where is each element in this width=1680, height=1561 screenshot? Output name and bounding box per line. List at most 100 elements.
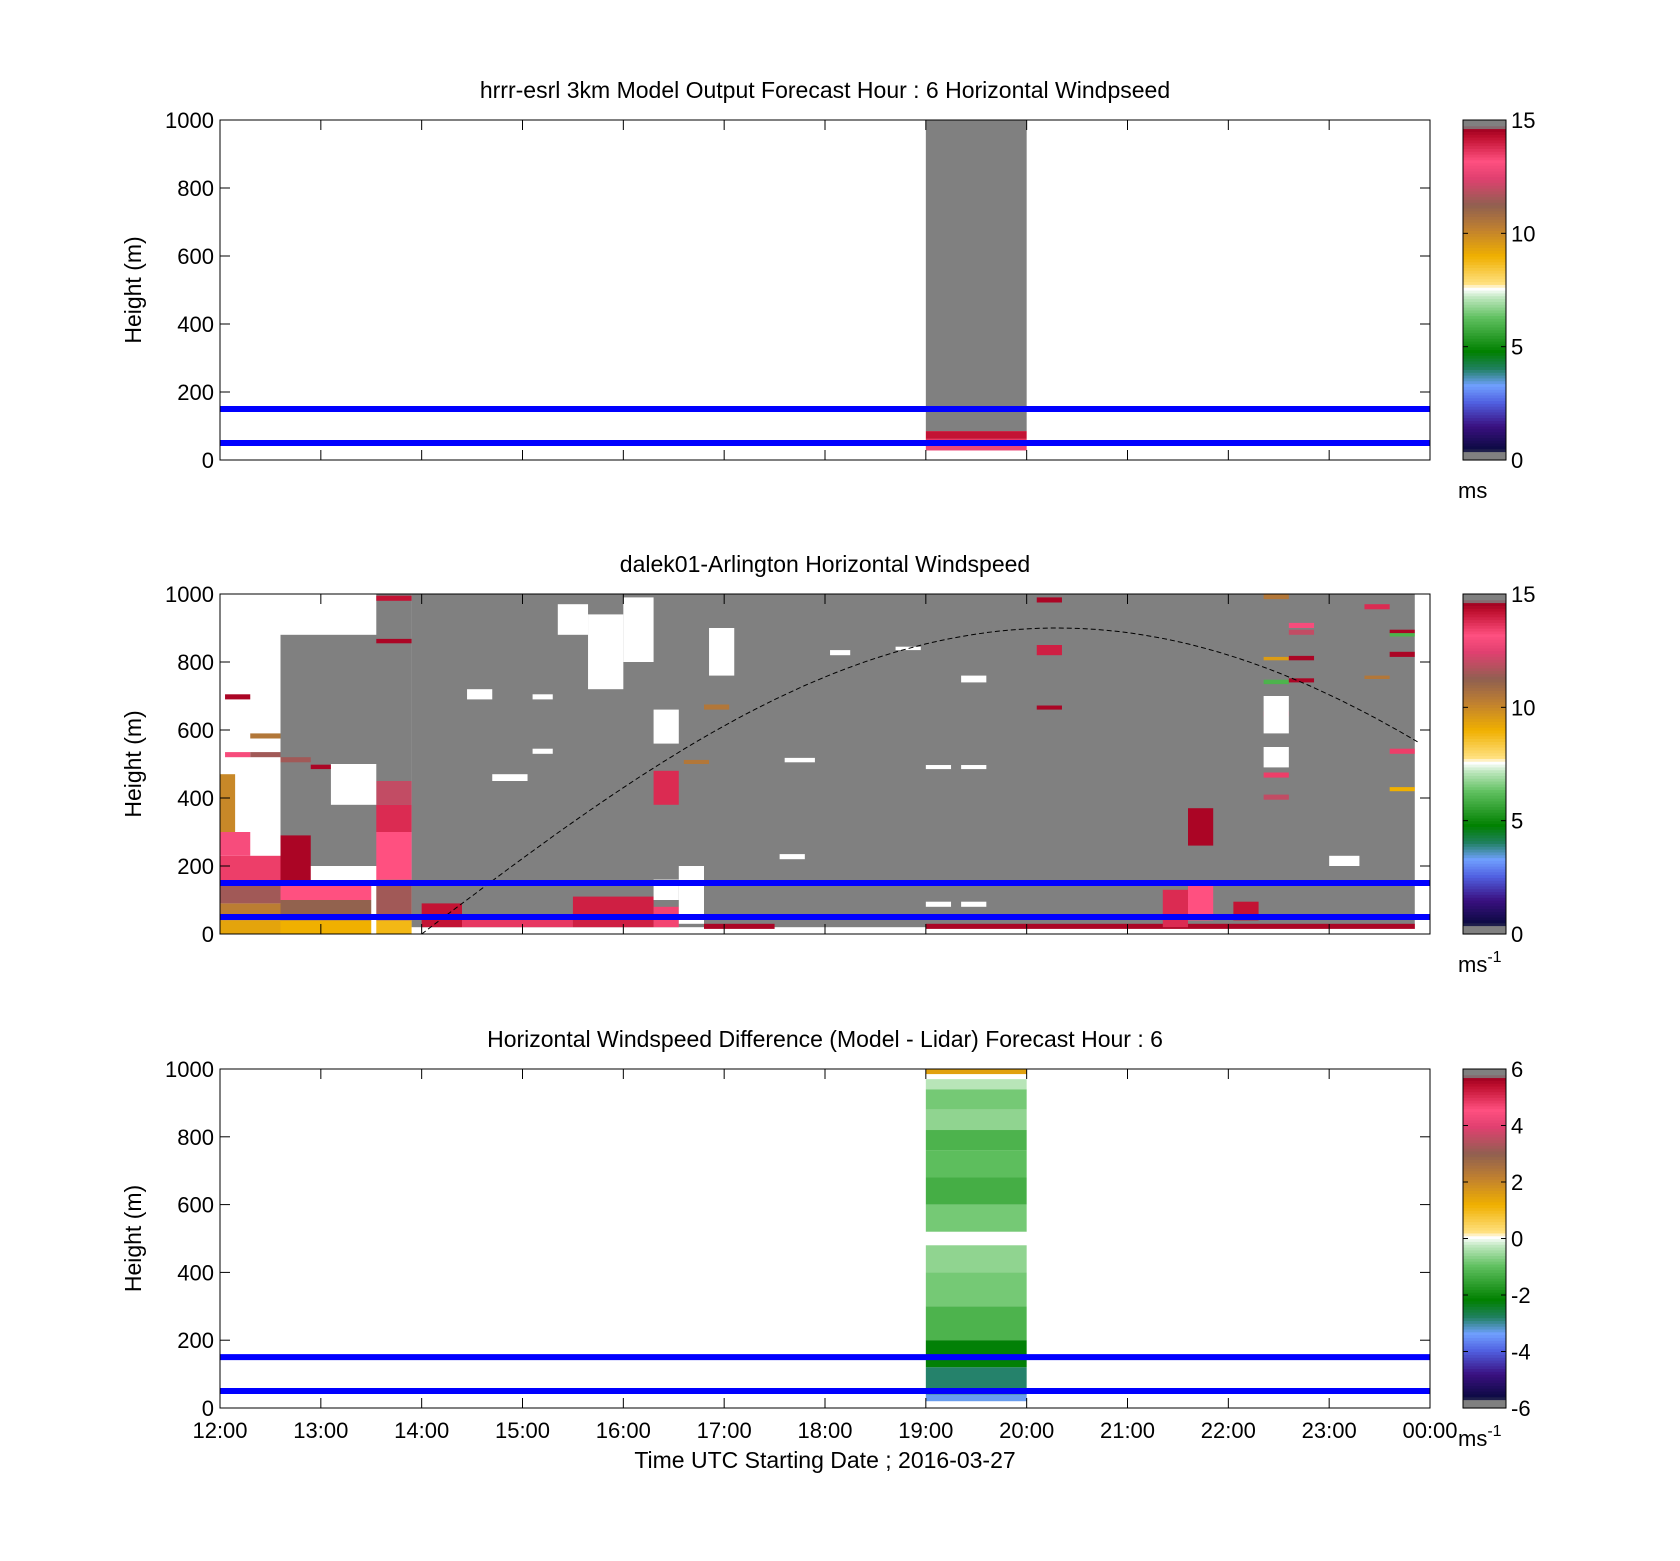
colorbar: 0 5 10 15 ms xyxy=(1458,108,1535,503)
colorbar-segment xyxy=(1463,622,1506,626)
colorbar-segment xyxy=(1463,329,1506,334)
colorbar-segment xyxy=(1463,1230,1506,1234)
colorbar-tick-label: 15 xyxy=(1511,108,1535,133)
colorbar-segment xyxy=(1463,1317,1506,1322)
missing-data-gap xyxy=(961,901,987,907)
colorbar-segment xyxy=(1463,897,1506,901)
colorbar-tick-label: 5 xyxy=(1511,809,1523,834)
y-tick-label: 200 xyxy=(177,380,214,405)
colorbar-segment xyxy=(1463,213,1506,217)
colorbar-segment xyxy=(1463,642,1506,646)
colorbar-segment xyxy=(1463,1326,1506,1330)
colorbar-segment xyxy=(1463,900,1506,904)
missing-data-gap xyxy=(330,764,377,805)
colorbar-segment xyxy=(1463,764,1506,768)
colorbar-segment xyxy=(1463,786,1506,791)
colorbar-segment xyxy=(1463,1182,1506,1186)
colorbar-segment xyxy=(1463,383,1506,387)
colorbar-segment xyxy=(1463,772,1506,776)
heatmap-cell xyxy=(925,1340,1027,1368)
colorbar-segment xyxy=(1463,1371,1506,1375)
heatmap-cell xyxy=(925,1245,1027,1273)
colorbar-segment xyxy=(1463,185,1506,189)
colorbar-unit: ms xyxy=(1458,478,1487,503)
colorbar-segment xyxy=(1463,928,1506,932)
colorbar-segment xyxy=(1463,1379,1506,1384)
colorbar-segment xyxy=(1463,392,1506,396)
colorbar-segment xyxy=(1463,704,1506,708)
colorbar-tick-label: 0 xyxy=(1511,922,1523,947)
colorbar-segment xyxy=(1463,309,1506,314)
colorbar-segment xyxy=(1463,284,1506,288)
colorbar-segment xyxy=(1463,411,1506,416)
colorbar-segment xyxy=(1463,860,1506,864)
missing-data-gap xyxy=(492,774,528,781)
colorbar-segment xyxy=(1463,849,1506,853)
heatmap-cell xyxy=(1263,594,1289,600)
colorbar-segment xyxy=(1463,1210,1506,1214)
y-tick-label: 0 xyxy=(202,448,214,473)
colorbar-segment xyxy=(1463,608,1506,612)
colorbar-segment xyxy=(1463,738,1506,742)
colorbar-segment xyxy=(1463,778,1506,782)
colorbar-tick-label: -6 xyxy=(1511,1396,1531,1421)
colorbar-segment xyxy=(1463,908,1506,912)
colorbar-segment xyxy=(1463,868,1506,873)
y-axis-label: Height (m) xyxy=(120,1185,146,1292)
colorbar-segment xyxy=(1463,696,1506,700)
heatmap-cell xyxy=(925,1089,1027,1110)
heatmap-cell xyxy=(925,1130,1027,1151)
colorbar-tick-label: 6 xyxy=(1511,1057,1523,1082)
colorbar-segment xyxy=(1463,165,1506,169)
colorbar-segment xyxy=(1463,613,1506,618)
colorbar-unit-exponent: -1 xyxy=(1487,949,1501,966)
missing-data-gap xyxy=(925,765,952,770)
colorbar-segment xyxy=(1463,1148,1506,1152)
colorbar-tick-label: 4 xyxy=(1511,1114,1523,1139)
colorbar-segment xyxy=(1463,874,1506,878)
colorbar-segment xyxy=(1463,1125,1506,1129)
heatmap-cell xyxy=(925,1204,1027,1232)
heatmap-cell xyxy=(925,431,1027,439)
colorbar-segment xyxy=(1463,605,1506,609)
heatmap-cell xyxy=(572,896,654,928)
colorbar-segment xyxy=(1463,727,1506,731)
colorbar-segment xyxy=(1463,1150,1506,1155)
colorbar-segment xyxy=(1463,747,1506,751)
heatmap-cell xyxy=(1389,651,1415,657)
colorbar-segment xyxy=(1463,662,1506,666)
colorbar-segment xyxy=(1463,647,1506,652)
colorbar-segment xyxy=(1463,1343,1506,1347)
colorbar-segment xyxy=(1463,332,1506,336)
heatmap-cell xyxy=(704,704,730,710)
colorbar-segment xyxy=(1463,710,1506,714)
panel-title: dalek01-Arlington Horizontal Windspeed xyxy=(620,551,1030,577)
colorbar-segment xyxy=(1463,701,1506,706)
colorbar-segment xyxy=(1463,687,1506,691)
heatmap-cell xyxy=(925,120,1027,432)
colorbar-segment xyxy=(1463,335,1506,339)
colorbar-segment xyxy=(1463,363,1506,368)
colorbar-segment xyxy=(1463,1187,1506,1192)
colorbar-segment xyxy=(1463,1374,1506,1378)
heatmap-cell xyxy=(250,733,281,739)
colorbar-segment xyxy=(1463,1354,1506,1358)
y-tick-label: 1000 xyxy=(165,582,214,607)
colorbar-segment xyxy=(1463,806,1506,810)
heatmap-cell xyxy=(1288,655,1315,661)
colorbar-segment xyxy=(1463,707,1506,711)
colorbar-segment xyxy=(1463,812,1506,816)
colorbar-segment xyxy=(1463,679,1506,683)
colorbar-segment xyxy=(1463,281,1506,285)
colorbar-segment xyxy=(1463,120,1506,124)
colorbar-segment xyxy=(1463,616,1506,621)
colorbar-segment xyxy=(1463,611,1506,615)
colorbar-segment xyxy=(1463,202,1506,206)
colorbar-segment xyxy=(1463,448,1506,453)
colorbar-segment xyxy=(1463,1159,1506,1163)
colorbar-segment xyxy=(1463,684,1506,689)
colorbar-tick-label: 10 xyxy=(1511,221,1535,246)
colorbar-segment xyxy=(1463,1275,1506,1279)
heatmap-cell xyxy=(1288,622,1315,628)
